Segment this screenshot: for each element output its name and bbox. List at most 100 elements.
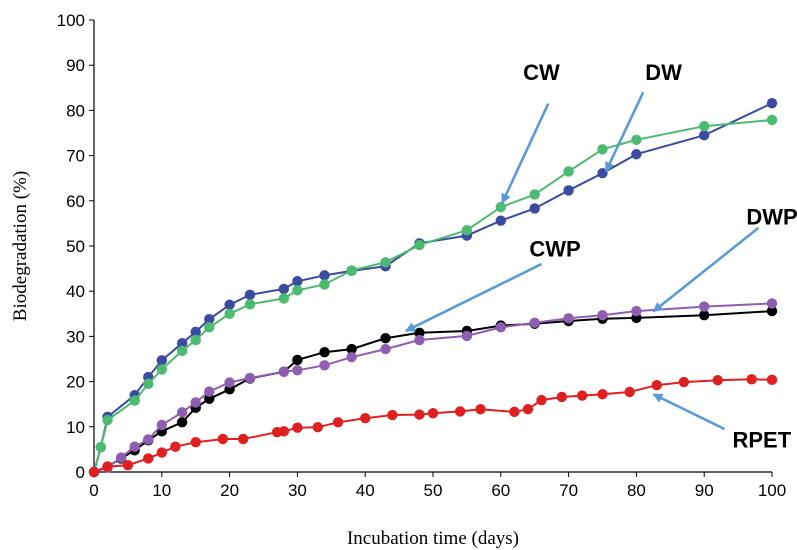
x-tick-label: 0 xyxy=(89,481,98,500)
series-dwp-point xyxy=(224,377,235,388)
series-dw-point xyxy=(495,215,506,226)
series-rpet-point xyxy=(556,391,568,403)
series-rpet xyxy=(88,374,778,478)
series-cwp-point xyxy=(766,305,778,317)
series-dwp-point xyxy=(244,372,256,384)
series-dwp-point xyxy=(143,434,154,445)
annotation-arrow-dw xyxy=(604,91,645,173)
series-cw-point xyxy=(156,364,167,375)
series-dw-point xyxy=(244,289,256,301)
series-cw-point xyxy=(414,239,425,251)
series-cw-point xyxy=(95,441,106,453)
series-rpet-line xyxy=(93,378,773,473)
series-cw-point xyxy=(346,265,357,276)
series-dwp-point xyxy=(115,452,127,463)
series-dw-point xyxy=(766,97,778,109)
series-cw-point xyxy=(631,134,642,145)
y-tick-label: 30 xyxy=(66,327,85,346)
series-cw-point xyxy=(176,345,188,357)
series-rpet-point xyxy=(332,417,344,428)
series-dwp xyxy=(88,298,778,478)
y-tick-label: 40 xyxy=(66,282,85,301)
series-rpet-point xyxy=(88,466,100,478)
annotations: CW DW CWP DWP RPET xyxy=(404,60,797,452)
series-rpet-point xyxy=(536,394,547,406)
annotation-label-dw: DW xyxy=(645,60,682,85)
series-rpet-point xyxy=(143,453,154,464)
x-tick-label: 40 xyxy=(356,481,375,500)
series-cw-point xyxy=(224,308,235,319)
annotation-arrow-dwp xyxy=(652,226,760,313)
x-tick-label: 70 xyxy=(559,481,578,500)
series-dwp-point xyxy=(495,322,506,333)
series-dw-point xyxy=(190,326,201,338)
series-rpet-point xyxy=(292,422,303,433)
series-cw-point xyxy=(204,322,215,333)
series-dw-point xyxy=(563,185,574,196)
series-rpet-point xyxy=(746,374,757,385)
y-tick-label: 60 xyxy=(66,192,85,211)
series-rpet-point xyxy=(312,422,323,433)
annotation-arrow-cwp xyxy=(404,262,543,333)
series-dw-point xyxy=(292,276,303,287)
series-rpet-point xyxy=(651,380,662,391)
series-cw xyxy=(88,114,778,478)
y-tick-label: 80 xyxy=(66,101,85,120)
series-rpet-point xyxy=(427,408,439,419)
series-cwp-point xyxy=(414,327,425,338)
series-rpet-point xyxy=(122,460,134,471)
y-tick-label: 20 xyxy=(66,373,85,392)
series-dwp-point xyxy=(529,317,540,329)
x-tick-label: 20 xyxy=(220,481,239,500)
series-cw-point xyxy=(143,378,154,390)
series-cwp-point xyxy=(699,309,710,321)
series-dw-point xyxy=(204,314,215,325)
series-dwp-point xyxy=(319,360,330,371)
axes: 0 10 20 30 40 50 60 70 80 90 100 0 10 20 30 40 50 60 70 80 9… xyxy=(57,11,787,500)
series-cw-point xyxy=(129,395,140,406)
series-cwp-point xyxy=(319,347,330,358)
series-rpet-point xyxy=(278,426,290,437)
series-dwp-point xyxy=(380,343,391,355)
series-cwp-point xyxy=(176,417,188,428)
series-rpet-point xyxy=(237,433,249,445)
series-dwp-point xyxy=(292,365,303,376)
series-dw-point xyxy=(176,337,188,349)
x-tick-label: 100 xyxy=(758,481,786,500)
series-dwp-point xyxy=(176,407,188,418)
series-dw-point xyxy=(699,130,710,141)
series-cw-point xyxy=(461,224,473,236)
x-tick-label: 50 xyxy=(424,481,443,500)
series-cw-point xyxy=(292,285,303,296)
series-rpet-point xyxy=(102,461,113,472)
series-dwp-point xyxy=(699,301,710,312)
y-tick-label: 50 xyxy=(66,237,85,256)
series-cwp-point xyxy=(380,333,391,344)
series-cw-point xyxy=(597,144,608,155)
x-tick-label: 10 xyxy=(152,481,171,500)
series-dwp-point xyxy=(563,313,574,324)
y-tick-label: 10 xyxy=(66,418,85,437)
series-rpet-point xyxy=(678,376,690,388)
series-cw-point xyxy=(102,414,113,426)
annotation-arrow-rpet xyxy=(652,393,726,431)
y-tick-label: 70 xyxy=(66,147,85,166)
x-tick-label: 90 xyxy=(695,481,714,500)
x-tick-label: 30 xyxy=(288,481,307,500)
series-dwp-point xyxy=(461,330,473,342)
series-dwp-point xyxy=(190,397,201,408)
series-cw-point xyxy=(699,121,710,132)
series-cwp-point xyxy=(204,393,215,404)
series-rpet-point xyxy=(170,441,181,452)
series-dwp-point xyxy=(129,441,140,452)
series-dwp-point xyxy=(766,298,778,309)
annotation-label-cwp: CWP xyxy=(529,236,580,261)
y-tick-label: 100 xyxy=(57,11,85,30)
series-dwp-point xyxy=(597,309,608,321)
series-rpet-point xyxy=(712,375,723,386)
series-rpet-point xyxy=(387,409,398,421)
series-rpet-point xyxy=(766,374,778,385)
series-rpet-point xyxy=(190,436,201,448)
series-rpet-point xyxy=(454,406,466,417)
series-dw-point xyxy=(224,299,235,310)
